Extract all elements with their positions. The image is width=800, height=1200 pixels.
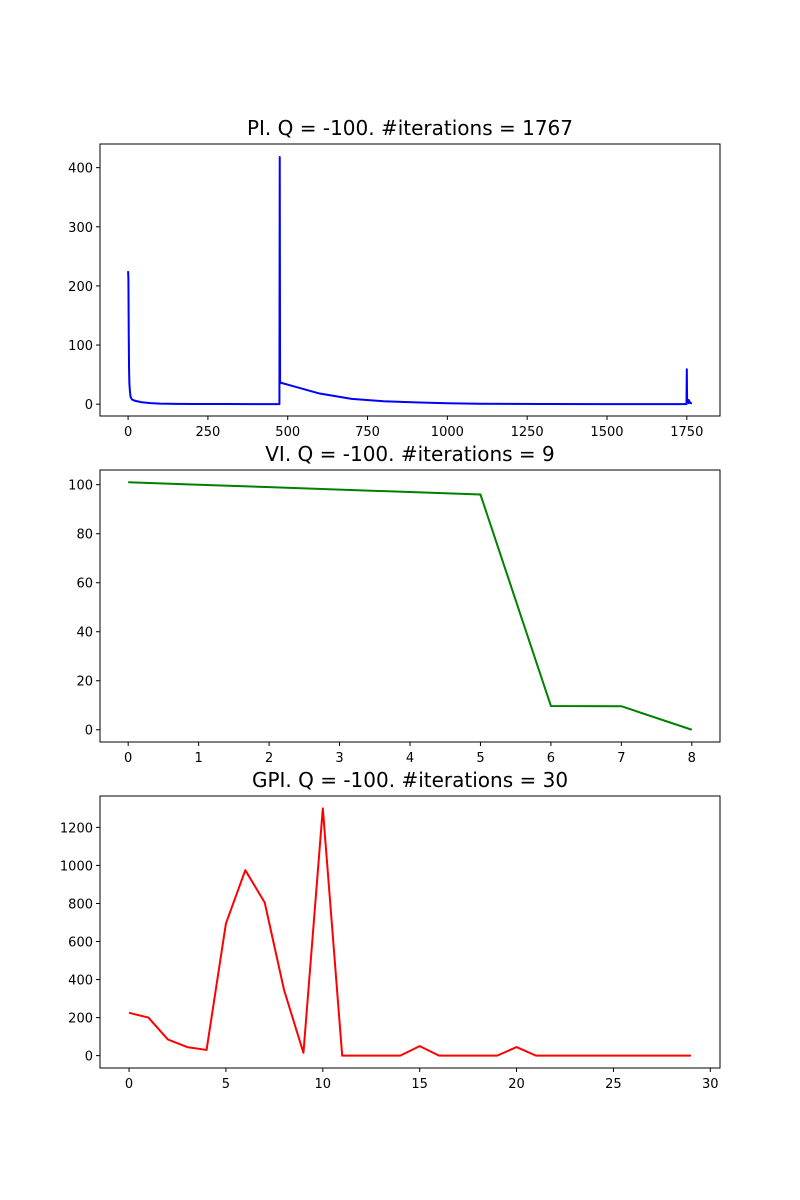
pi-x-tick-label: 0 xyxy=(124,425,132,440)
gpi-y-tick-label: 200 xyxy=(68,1012,93,1027)
pi-x-tick-label: 1750 xyxy=(670,425,703,440)
vi-x-tick-label: 4 xyxy=(406,751,414,766)
vi-y-tick-label: 20 xyxy=(76,675,93,690)
vi-x-tick-label: 3 xyxy=(335,751,343,766)
gpi-chart-title: GPI. Q = -100. #iterations = 30 xyxy=(252,768,568,792)
pi-x-tick-label: 750 xyxy=(355,425,380,440)
pi-x-tick-label: 250 xyxy=(195,425,220,440)
pi-y-tick-label: 0 xyxy=(85,398,93,413)
gpi-y-tick-label: 400 xyxy=(68,974,93,989)
gpi-x-tick-label: 30 xyxy=(702,1077,719,1092)
vi-x-tick-label: 2 xyxy=(265,751,273,766)
vi-y-tick-label: 80 xyxy=(76,528,93,543)
pi-y-tick-label: 100 xyxy=(68,339,93,354)
pi-series-line-0 xyxy=(127,156,693,406)
vi-axes-frame xyxy=(99,469,721,743)
gpi-y-tick-label: 0 xyxy=(85,1050,93,1065)
gpi-x-tick-label: 5 xyxy=(222,1077,230,1092)
vi-y-tick-label: 40 xyxy=(76,626,93,641)
pi-axes-frame xyxy=(99,143,721,417)
vi-x-tick-label: 7 xyxy=(617,751,625,766)
vi-y-tick-label: 60 xyxy=(76,577,93,592)
pi-y-tick-label: 300 xyxy=(68,221,93,236)
vi-y-tick-label: 0 xyxy=(85,724,93,739)
gpi-chart-panel: GPI. Q = -100. #iterations = 30 0 5 10 15 20… xyxy=(60,768,721,1092)
pi-chart-panel: PI. Q = -100. #iterations = 1767 0 250 500… xyxy=(68,116,721,440)
gpi-x-tick-label: 25 xyxy=(605,1077,622,1092)
vi-x-tick-label: 6 xyxy=(547,751,555,766)
vi-x-tick-label: 1 xyxy=(194,751,202,766)
pi-x-tick-label: 1000 xyxy=(431,425,464,440)
gpi-x-tick-label: 15 xyxy=(411,1077,428,1092)
gpi-x-tick-label: 20 xyxy=(508,1077,525,1092)
pi-x-tick-label: 1500 xyxy=(590,425,623,440)
pi-y-tick-label: 400 xyxy=(68,162,93,177)
vi-x-tick-label: 0 xyxy=(124,751,132,766)
pi-x-tick-label: 1250 xyxy=(511,425,544,440)
gpi-series-line-0 xyxy=(128,807,691,1057)
gpi-y-tick-label: 1200 xyxy=(60,821,93,836)
gpi-x-tick-label: 0 xyxy=(125,1077,133,1092)
vi-series-line-0 xyxy=(128,481,693,731)
vi-x-tick-label: 8 xyxy=(688,751,696,766)
pi-y-tick-label: 200 xyxy=(68,280,93,295)
vi-chart-title: VI. Q = -100. #iterations = 9 xyxy=(265,442,554,466)
pi-chart-title: PI. Q = -100. #iterations = 1767 xyxy=(247,116,573,140)
vi-y-tick-label: 100 xyxy=(68,479,93,494)
vi-x-tick-label: 5 xyxy=(476,751,484,766)
vi-chart-panel: VI. Q = -100. #iterations = 9 0 1 2 3 4 5 6 7 80… xyxy=(68,442,721,766)
gpi-y-tick-label: 600 xyxy=(68,936,93,951)
gpi-y-tick-label: 1000 xyxy=(60,859,93,874)
pi-x-tick-label: 500 xyxy=(275,425,300,440)
gpi-x-tick-label: 10 xyxy=(315,1077,332,1092)
gpi-y-tick-label: 800 xyxy=(68,897,93,912)
gpi-axes-frame xyxy=(99,795,721,1069)
